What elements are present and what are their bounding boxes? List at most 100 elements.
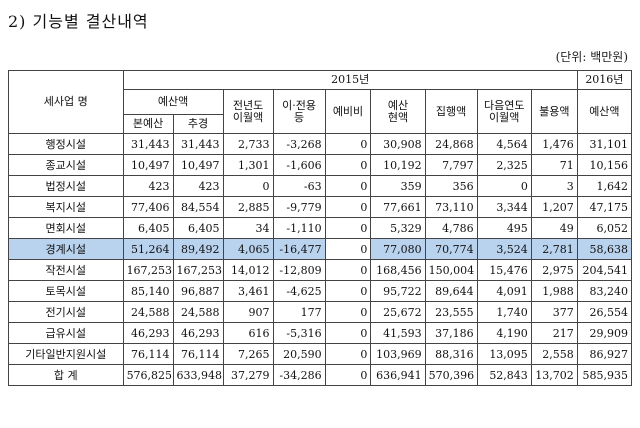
cell-value: 4,786: [424, 217, 478, 239]
cell-value: 377: [530, 301, 578, 323]
table-row: 기타일반지원시설 76,114 76,114 7,265 20,590 0 103,969 8…: [8, 343, 633, 365]
cell-value: -3,268: [272, 133, 326, 155]
col-header-name: 세사업 명: [8, 70, 124, 134]
cell-value: 616: [222, 322, 274, 344]
cell-value: 15,476: [476, 259, 532, 281]
cell-value: 4,091: [476, 280, 532, 302]
table-row: 행정시설 31,443 31,443 2,733 -3,268 0 30,908 24,868…: [8, 133, 633, 155]
row-name: 행정시설: [8, 133, 124, 155]
row-name: 면회시설: [8, 217, 124, 239]
col-header-2015: 2015년: [122, 70, 578, 90]
cell-value: 359: [370, 175, 426, 197]
cell-value: 76,114: [122, 343, 174, 365]
cell-value: 3,461: [222, 280, 274, 302]
cell-value: 0: [324, 364, 372, 386]
cell-value: 5,329: [370, 217, 426, 239]
cell-value: 6,052: [576, 217, 633, 239]
cell-value: 2,975: [530, 259, 578, 281]
cell-value: 4,564: [476, 133, 532, 155]
cell-value: -9,779: [272, 196, 326, 218]
cell-value: 907: [222, 301, 274, 323]
cell-value: 77,406: [122, 196, 174, 218]
cell-value: 83,240: [576, 280, 633, 302]
cell-value: 0: [324, 301, 372, 323]
cell-value: 30,908: [370, 133, 426, 155]
section-title: 2) 기능별 결산내역: [8, 12, 149, 31]
cell-value: 0: [324, 154, 372, 176]
row-name: 급유시설: [8, 322, 124, 344]
cell-value: 26,554: [576, 301, 633, 323]
col-header-2016: 2016년: [576, 70, 633, 90]
row-name: 작전시설: [8, 259, 124, 281]
cell-value: 31,443: [172, 133, 224, 155]
cell-value: 20,590: [272, 343, 326, 365]
cell-value: 31,443: [122, 133, 174, 155]
cell-value: 0: [324, 259, 372, 281]
cell-value: 13,095: [476, 343, 532, 365]
cell-value: 2,325: [476, 154, 532, 176]
cell-value: 3,524: [476, 238, 532, 260]
cell-value: 25,672: [370, 301, 426, 323]
cell-value: 633,948: [172, 364, 224, 386]
cell-value: -1,110: [272, 217, 326, 239]
cell-value: -34,286: [272, 364, 326, 386]
cell-value: 41,593: [370, 322, 426, 344]
cell-value: 4,065: [222, 238, 274, 260]
cell-value: 89,644: [424, 280, 478, 302]
cell-value: 1,301: [222, 154, 274, 176]
row-name: 경계시설: [8, 238, 124, 260]
cell-value: 24,588: [172, 301, 224, 323]
cell-value: 31,101: [576, 133, 633, 155]
cell-value: 37,186: [424, 322, 478, 344]
cell-value: 0: [324, 175, 372, 197]
row-name: 기타일반지원시설: [8, 343, 124, 365]
row-name: 종교시설: [8, 154, 124, 176]
table-row: 경계시설 51,264 89,492 4,065 -16,477 0 77,080 70,77…: [8, 238, 633, 260]
table-body: 행정시설 31,443 31,443 2,733 -3,268 0 30,908 24,868…: [8, 133, 633, 386]
col-header-carry-out: 다음연도 이월액: [476, 89, 532, 134]
cell-value: 47,175: [576, 196, 633, 218]
cell-value: 0: [324, 343, 372, 365]
cell-value: 49: [530, 217, 578, 239]
cell-value: 356: [424, 175, 478, 197]
cell-value: 24,868: [424, 133, 478, 155]
table-row: 작전시설 167,253 167,253 14,012 -12,809 0 168,456 1…: [8, 259, 633, 281]
cell-value: 85,140: [122, 280, 174, 302]
cell-value: 204,541: [576, 259, 633, 281]
cell-value: -1,606: [272, 154, 326, 176]
table-row: 토목시설 85,140 96,887 3,461 -4,625 0 95,722 89,644…: [8, 280, 633, 302]
table-row: 복지시설 77,406 84,554 2,885 -9,779 0 77,661 73,110…: [8, 196, 633, 218]
cell-value: 10,497: [172, 154, 224, 176]
cell-value: 71: [530, 154, 578, 176]
cell-value: 29,909: [576, 322, 633, 344]
row-name: 합 계: [8, 364, 124, 386]
cell-value: 1,476: [530, 133, 578, 155]
cell-value: 168,456: [370, 259, 426, 281]
table-row: 전기시설 24,588 24,588 907 177 0 25,672 23,555 1,740…: [8, 301, 633, 323]
col-header-executed: 집행액: [424, 89, 478, 134]
cell-value: -12,809: [272, 259, 326, 281]
row-name: 토목시설: [8, 280, 124, 302]
cell-value: 1,740: [476, 301, 532, 323]
cell-value: 6,405: [122, 217, 174, 239]
cell-value: -5,316: [272, 322, 326, 344]
row-name: 전기시설: [8, 301, 124, 323]
cell-value: 23,555: [424, 301, 478, 323]
row-name: 법정시설: [8, 175, 124, 197]
cell-value: 0: [324, 280, 372, 302]
cell-value: -16,477: [272, 238, 326, 260]
cell-value: 89,492: [172, 238, 224, 260]
col-header-budget-now: 예산 현액: [370, 89, 426, 134]
cell-value: 24,588: [122, 301, 174, 323]
table-row: 급유시설 46,293 46,293 616 -5,316 0 41,593 37,186 4,…: [8, 322, 633, 344]
cell-value: 0: [324, 133, 372, 155]
cell-value: 4,190: [476, 322, 532, 344]
col-header-budget-2016: 예산액: [576, 89, 633, 134]
col-header-carry-in: 전년도 이월액: [222, 89, 274, 134]
cell-value: 1,642: [576, 175, 633, 197]
cell-value: 103,969: [370, 343, 426, 365]
table-row: 종교시설 10,497 10,497 1,301 -1,606 0 10,192 7,797 2…: [8, 154, 633, 176]
cell-value: 37,279: [222, 364, 274, 386]
cell-value: 2,558: [530, 343, 578, 365]
cell-value: 84,554: [172, 196, 224, 218]
